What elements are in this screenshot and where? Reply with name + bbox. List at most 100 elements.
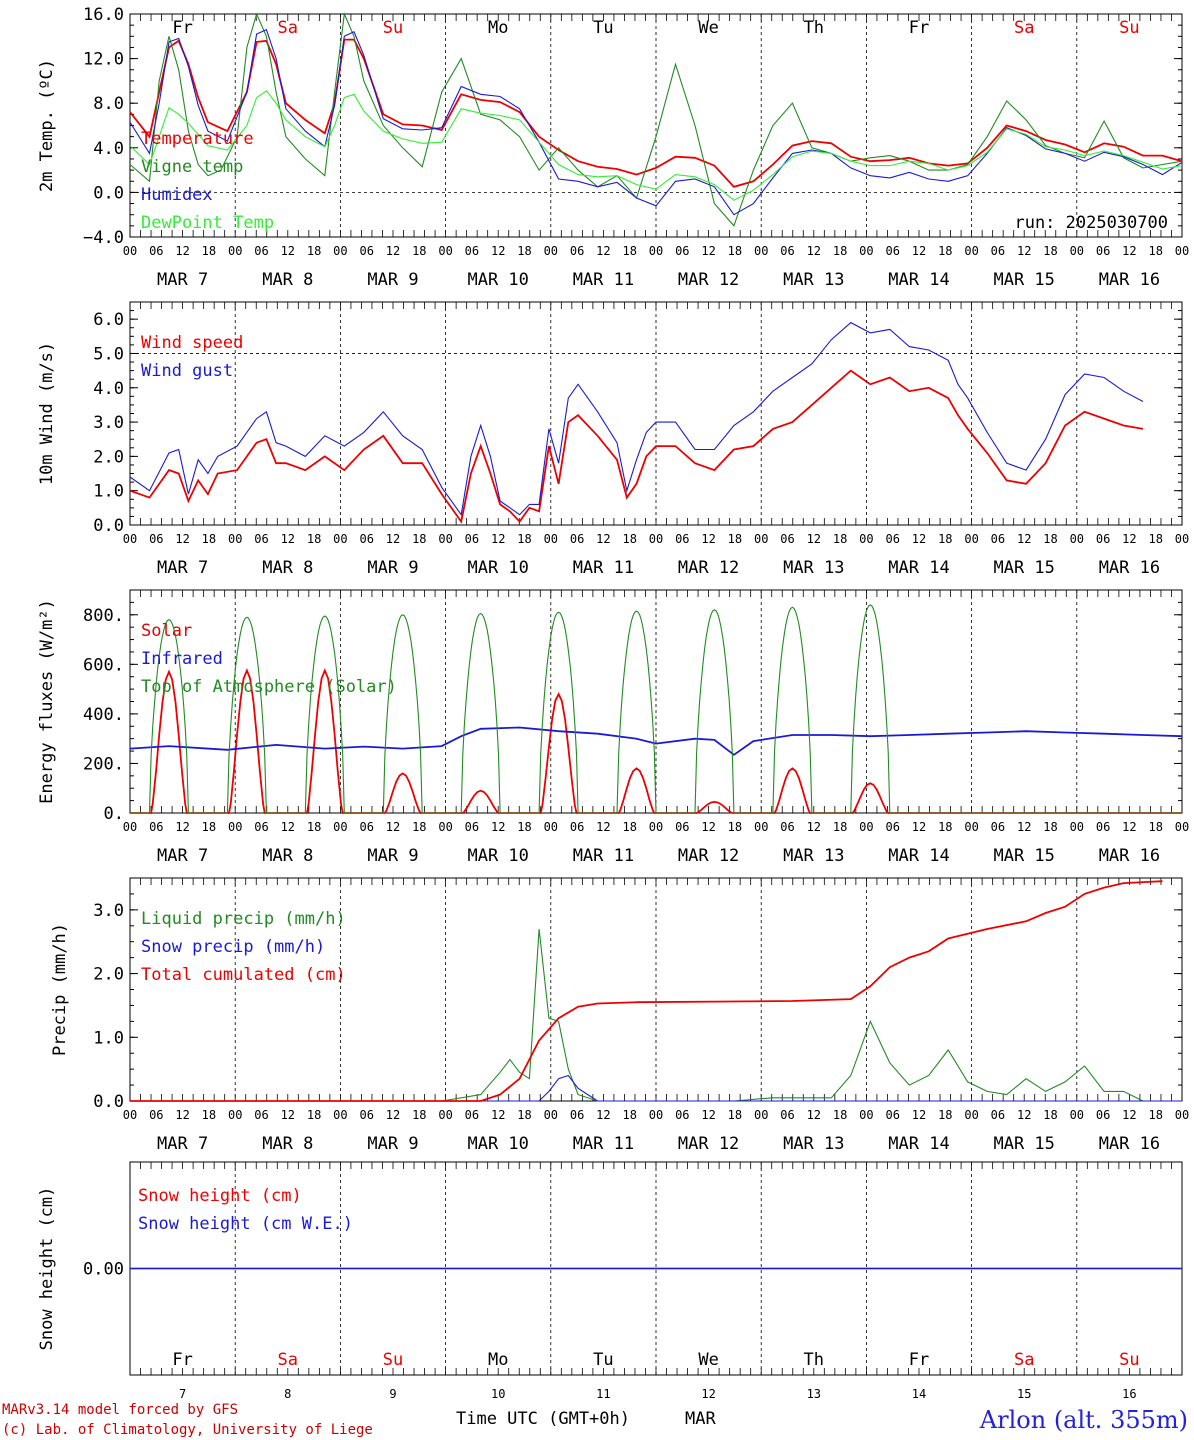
y-tick-label: 200. <box>83 754 124 774</box>
y-axis-label: Snow height (cm) <box>37 1187 57 1351</box>
hour-tick-label: 00 <box>649 244 663 258</box>
day-number: 7 <box>179 1387 186 1401</box>
series-line <box>130 880 1163 1102</box>
day-abbreviation: Mo <box>488 1350 508 1370</box>
y-tick-label: 0.0 <box>93 183 124 203</box>
date-label: MAR 15 <box>993 846 1054 866</box>
day-abbreviation: Sa <box>278 18 298 38</box>
y-tick-label: 0.0 <box>93 1092 124 1112</box>
hour-tick-label: 06 <box>465 244 479 258</box>
y-tick-label: 400. <box>83 705 124 725</box>
hour-tick-label: 18 <box>1043 820 1057 834</box>
hour-tick-label: 18 <box>938 820 952 834</box>
hour-tick-label: 06 <box>359 532 373 546</box>
date-label: MAR 9 <box>367 558 418 578</box>
hour-tick-label: 00 <box>228 532 242 546</box>
hour-tick-label: 12 <box>701 1108 715 1122</box>
hour-tick-label: 12 <box>596 1108 610 1122</box>
hour-tick-label: 18 <box>307 532 321 546</box>
date-label: MAR 8 <box>262 270 313 290</box>
day-number: 9 <box>389 1387 396 1401</box>
series-line <box>130 604 1182 814</box>
date-label: MAR 8 <box>262 846 313 866</box>
hour-tick-label: 18 <box>307 820 321 834</box>
hour-tick-label: 00 <box>1070 820 1084 834</box>
hour-tick-label: 06 <box>149 532 163 546</box>
hour-tick-label: 06 <box>991 244 1005 258</box>
hour-tick-label: 06 <box>465 532 479 546</box>
hour-tick-label: 06 <box>465 820 479 834</box>
hour-tick-label: 06 <box>1096 1108 1110 1122</box>
y-tick-label: 5.0 <box>93 344 124 364</box>
hour-tick-label: 06 <box>570 244 584 258</box>
model-credit: MARv3.14 model forced by GFS <box>2 1402 238 1418</box>
day-abbreviation: Fr <box>172 1350 192 1370</box>
hour-tick-label: 12 <box>386 820 400 834</box>
hour-tick-label: 12 <box>807 244 821 258</box>
hour-tick-label: 06 <box>885 820 899 834</box>
hour-tick-label: 00 <box>544 820 558 834</box>
y-tick-label: 4.0 <box>93 139 124 159</box>
hour-tick-label: 06 <box>465 1108 479 1122</box>
hour-tick-label: 12 <box>281 1108 295 1122</box>
legend-entry: Snow height (cm W.E.) <box>138 1214 353 1234</box>
hour-tick-label: 12 <box>175 532 189 546</box>
hour-tick-label: 06 <box>885 532 899 546</box>
hour-tick-label: 00 <box>754 1108 768 1122</box>
y-tick-label: 3.0 <box>93 901 124 921</box>
hour-tick-label: 12 <box>807 820 821 834</box>
hour-tick-label: 06 <box>780 532 794 546</box>
hour-tick-label: 00 <box>123 532 137 546</box>
date-label: MAR 11 <box>573 1134 634 1154</box>
lab-credit: (c) Lab. of Climatology, University of L… <box>2 1422 373 1438</box>
date-label: MAR 12 <box>678 1134 739 1154</box>
hour-tick-label: 06 <box>149 244 163 258</box>
hour-tick-label: 12 <box>807 532 821 546</box>
hour-tick-label: 18 <box>1148 820 1162 834</box>
date-label: MAR 16 <box>1099 270 1160 290</box>
day-abbreviation: Sa <box>1014 1350 1034 1370</box>
hour-tick-label: 18 <box>833 244 847 258</box>
legend-entry: Solar <box>141 621 192 641</box>
date-label: MAR 12 <box>678 846 739 866</box>
legend-entry: Liquid precip (mm/h) <box>141 909 346 929</box>
hour-tick-label: 00 <box>438 532 452 546</box>
date-label: MAR 12 <box>678 270 739 290</box>
hour-tick-label: 18 <box>728 820 742 834</box>
series-line <box>129 11 1183 227</box>
series-line <box>130 1074 1182 1102</box>
hour-tick-label: 00 <box>754 532 768 546</box>
hour-tick-label: 06 <box>780 820 794 834</box>
day-abbreviation: Mo <box>488 18 508 38</box>
hour-tick-label: 18 <box>412 532 426 546</box>
hour-tick-label: 00 <box>1070 532 1084 546</box>
day-abbreviation: Fr <box>172 18 192 38</box>
date-label: MAR 7 <box>157 558 208 578</box>
hour-tick-label: 18 <box>1148 244 1162 258</box>
hour-tick-label: 06 <box>780 244 794 258</box>
hour-tick-label: 06 <box>1096 820 1110 834</box>
month-label: MAR <box>685 1409 716 1429</box>
legend-entry: Top of Atmosphere (Solar) <box>141 677 397 697</box>
hour-tick-label: 12 <box>912 1108 926 1122</box>
hour-tick-label: 00 <box>123 244 137 258</box>
y-tick-label: 4.0 <box>93 379 124 399</box>
hour-tick-label: 18 <box>938 532 952 546</box>
y-tick-label: 600. <box>83 655 124 675</box>
hour-tick-label: 06 <box>675 1108 689 1122</box>
date-label: MAR 15 <box>993 1134 1054 1154</box>
date-label: MAR 14 <box>888 1134 949 1154</box>
date-label: MAR 7 <box>157 846 208 866</box>
hour-tick-label: 06 <box>1096 532 1110 546</box>
date-label: MAR 11 <box>573 558 634 578</box>
hour-tick-label: 12 <box>701 244 715 258</box>
day-abbreviation: We <box>698 18 718 38</box>
hour-tick-label: 00 <box>649 820 663 834</box>
date-label: MAR 15 <box>993 270 1054 290</box>
hour-tick-label: 00 <box>544 532 558 546</box>
legend-entry: Snow precip (mm/h) <box>141 937 325 957</box>
hour-tick-label: 06 <box>254 820 268 834</box>
day-abbreviation: Su <box>1119 1350 1139 1370</box>
hour-tick-label: 12 <box>386 244 400 258</box>
day-number: 14 <box>912 1387 926 1401</box>
